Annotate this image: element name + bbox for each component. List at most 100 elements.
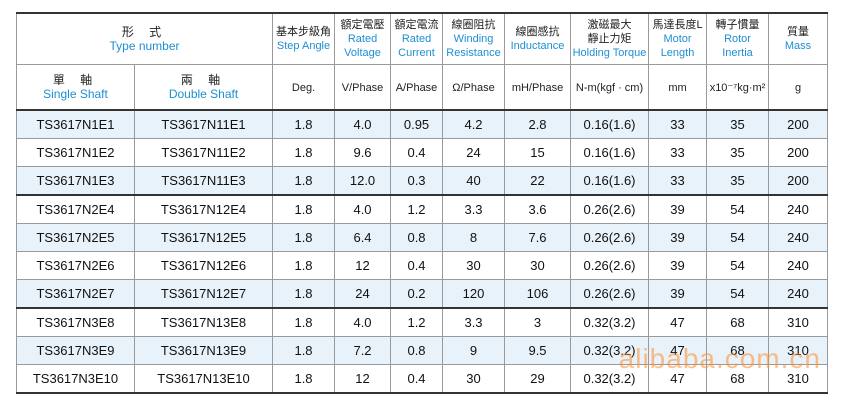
cell-winding-resistance: 24	[442, 138, 506, 167]
cell-step-angle: 1.8	[272, 279, 336, 309]
cell-holding-torque: 0.32(3.2)	[570, 364, 650, 394]
cell-step-angle: 1.8	[272, 109, 336, 139]
cell-rated-voltage: 4.0	[334, 109, 392, 139]
table-row: TS3617N3E10 TS3617N13E10 1.8 12 0.4 30 29 0.32(…	[16, 364, 829, 394]
cell-mass: 240	[768, 279, 829, 309]
cell-mass: 310	[768, 364, 829, 394]
table-row: TS3617N1E2 TS3617N11E2 1.8 9.6 0.4 24 15 0.16(1…	[16, 138, 829, 167]
spec-table-body: TS3617N1E1 TS3617N11E1 1.8 4.0 0.95 4.2 2.8 0.1…	[16, 109, 829, 394]
cell-rated-voltage: 4.0	[334, 307, 392, 337]
cell-inductance: 9.5	[504, 336, 572, 365]
cell-step-angle: 1.8	[272, 364, 336, 394]
unit-rotor-inertia: x10⁻⁷kg·m²	[706, 64, 770, 111]
cell-single-shaft: TS3617N2E5	[16, 223, 135, 252]
cell-step-angle: 1.8	[272, 194, 336, 224]
cell-rotor-inertia: 68	[706, 336, 770, 365]
cell-rotor-inertia: 68	[706, 364, 770, 394]
cell-inductance: 3.6	[504, 194, 572, 224]
cell-motor-length: 47	[648, 307, 708, 337]
cell-rated-voltage: 12.0	[334, 166, 392, 196]
cell-rated-current: 1.2	[390, 307, 444, 337]
cell-double-shaft: TS3617N12E5	[133, 223, 274, 252]
cell-motor-length: 47	[648, 336, 708, 365]
cell-rated-voltage: 7.2	[334, 336, 392, 365]
cell-rated-voltage: 12	[334, 251, 392, 280]
cell-winding-resistance: 3.3	[442, 307, 506, 337]
cell-rated-voltage: 12	[334, 364, 392, 394]
cell-holding-torque: 0.26(2.6)	[570, 223, 650, 252]
cell-double-shaft: TS3617N12E6	[133, 251, 274, 280]
cell-single-shaft: TS3617N3E8	[16, 307, 135, 337]
unit-rated-current: A/Phase	[390, 64, 444, 111]
cell-motor-length: 33	[648, 138, 708, 167]
cell-holding-torque: 0.16(1.6)	[570, 138, 650, 167]
cell-winding-resistance: 30	[442, 364, 506, 394]
cell-single-shaft: TS3617N1E1	[16, 109, 135, 139]
cell-mass: 200	[768, 166, 829, 196]
cell-rated-current: 0.4	[390, 138, 444, 167]
cell-winding-resistance: 9	[442, 336, 506, 365]
cell-double-shaft: TS3617N12E7	[133, 279, 274, 309]
cell-rated-current: 0.2	[390, 279, 444, 309]
header-mass: 質量 Mass	[768, 12, 829, 65]
cell-motor-length: 39	[648, 279, 708, 309]
cell-motor-length: 33	[648, 166, 708, 196]
cell-winding-resistance: 4.2	[442, 109, 506, 139]
unit-rated-voltage: V/Phase	[334, 64, 392, 111]
cell-mass: 240	[768, 223, 829, 252]
cell-single-shaft: TS3617N1E2	[16, 138, 135, 167]
cell-mass: 200	[768, 138, 829, 167]
cell-rotor-inertia: 68	[706, 307, 770, 337]
table-row: TS3617N3E8 TS3617N13E8 1.8 4.0 1.2 3.3 3 0.32(3…	[16, 307, 829, 337]
table-row: TS3617N2E7 TS3617N12E7 1.8 24 0.2 120 106 0.26(…	[16, 279, 829, 309]
cell-step-angle: 1.8	[272, 223, 336, 252]
cell-rotor-inertia: 54	[706, 279, 770, 309]
cell-rotor-inertia: 54	[706, 194, 770, 224]
unit-motor-length: mm	[648, 64, 708, 111]
cell-rotor-inertia: 35	[706, 138, 770, 167]
cell-mass: 200	[768, 109, 829, 139]
cell-motor-length: 39	[648, 194, 708, 224]
cell-single-shaft: TS3617N3E9	[16, 336, 135, 365]
cell-rated-current: 0.3	[390, 166, 444, 196]
cell-double-shaft: TS3617N13E9	[133, 336, 274, 365]
header-holding-torque: 激磁最大 靜止力矩 Holding Torque	[570, 12, 650, 65]
table-row: TS3617N2E6 TS3617N12E6 1.8 12 0.4 30 30 0.26(2.…	[16, 251, 829, 280]
cell-inductance: 29	[504, 364, 572, 394]
unit-step-angle: Deg.	[272, 64, 336, 111]
cell-mass: 310	[768, 307, 829, 337]
cell-holding-torque: 0.32(3.2)	[570, 307, 650, 337]
table-row: TS3617N2E5 TS3617N12E5 1.8 6.4 0.8 8 7.6 0.26(2…	[16, 223, 829, 252]
table-row: TS3617N3E9 TS3617N13E9 1.8 7.2 0.8 9 9.5 0.32(3…	[16, 336, 829, 365]
cell-single-shaft: TS3617N3E10	[16, 364, 135, 394]
cell-double-shaft: TS3617N11E2	[133, 138, 274, 167]
cell-inductance: 15	[504, 138, 572, 167]
cell-rated-current: 0.95	[390, 109, 444, 139]
cell-double-shaft: TS3617N11E1	[133, 109, 274, 139]
cell-rated-current: 0.4	[390, 251, 444, 280]
cell-mass: 310	[768, 336, 829, 365]
cell-holding-torque: 0.26(2.6)	[570, 279, 650, 309]
cell-mass: 240	[768, 251, 829, 280]
header-inductance: 線圈感抗 Inductance	[504, 12, 572, 65]
cell-holding-torque: 0.26(2.6)	[570, 194, 650, 224]
unit-inductance: mH/Phase	[504, 64, 572, 111]
header-motor-length: 馬達長度L Motor Length	[648, 12, 708, 65]
cell-rated-current: 0.4	[390, 364, 444, 394]
cell-step-angle: 1.8	[272, 251, 336, 280]
cell-rated-voltage: 9.6	[334, 138, 392, 167]
unit-mass: g	[768, 64, 829, 111]
cell-motor-length: 39	[648, 251, 708, 280]
cell-winding-resistance: 40	[442, 166, 506, 196]
cell-double-shaft: TS3617N12E4	[133, 194, 274, 224]
header-double-shaft: 兩 軸 Double Shaft	[133, 64, 274, 111]
cell-winding-resistance: 3.3	[442, 194, 506, 224]
cell-inductance: 2.8	[504, 109, 572, 139]
unit-holding-torque: N-m(kgf · cm)	[570, 64, 650, 111]
header-rated-current: 額定電流 Rated Current	[390, 12, 444, 65]
cell-step-angle: 1.8	[272, 336, 336, 365]
header-rotor-inertia: 轉子慣量 Rotor Inertia	[706, 12, 770, 65]
cell-step-angle: 1.8	[272, 138, 336, 167]
header-row-top: 形 式 Type number 基本步級角 Step Angle 額定電壓 Ra…	[15, 12, 829, 65]
cell-rotor-inertia: 54	[706, 251, 770, 280]
